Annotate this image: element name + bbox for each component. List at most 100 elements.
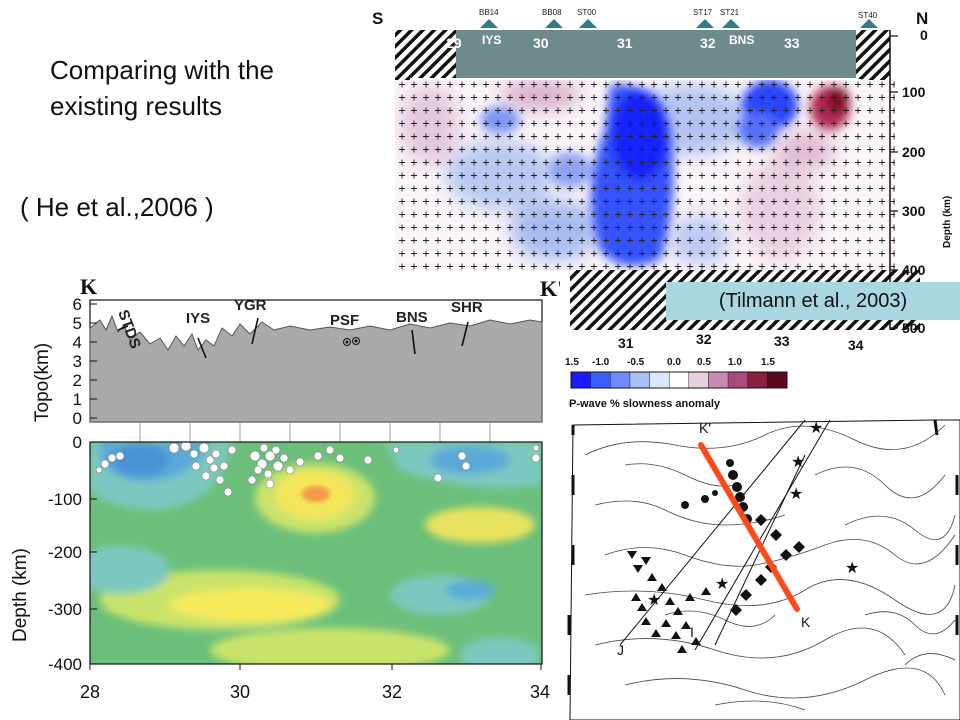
upper-layer-band [456, 30, 856, 78]
top-tick: 33 [784, 35, 800, 51]
feature-label: IYS [186, 310, 210, 327]
station-triangle [545, 19, 563, 28]
top-tick: 29 [446, 35, 462, 51]
depth-tick: -200 [48, 543, 82, 562]
colorbar-cell [747, 371, 768, 389]
station-triangle [696, 19, 714, 28]
topo-tick: 1 [73, 390, 82, 409]
topo-tick: 3 [73, 352, 82, 371]
station-triangle [722, 19, 740, 28]
station-label: BB08 [542, 8, 562, 17]
colorbar-label: P-wave % slowness anomaly [569, 398, 721, 410]
svg-text:★: ★ [809, 420, 823, 437]
station-triangle [579, 19, 597, 28]
top-tick: 30 [533, 35, 549, 51]
topography-profile [89, 314, 543, 423]
colorbar-cell [767, 371, 788, 389]
he-cross-section: K K' 6 5 4 3 2 1 0 Topo(km) STDS IYS YGR… [10, 274, 560, 702]
depth-tick: 400 [902, 262, 926, 278]
depth-tick: -300 [48, 600, 82, 619]
depth-tick: 300 [902, 203, 926, 219]
station-label: ST21 [720, 8, 740, 17]
depth-tick: 500 [902, 320, 926, 336]
top-tick: 31 [617, 35, 633, 51]
heading-line-2: existing results [50, 91, 222, 121]
station-triangle [860, 19, 878, 28]
bottom-tick: 31 [618, 335, 634, 351]
depth-tick: 0 [920, 27, 928, 43]
topo-tick: 2 [73, 371, 82, 390]
profile-k-k-prime [698, 442, 800, 612]
svg-text:★: ★ [791, 454, 805, 471]
topo-tick: 4 [73, 333, 82, 352]
depth-axis-label: Depth (km) [10, 548, 31, 642]
colorbar-cell [727, 371, 748, 389]
colorbar-cell [570, 371, 591, 389]
he-velocity-image [90, 442, 542, 664]
station-markers [480, 19, 878, 28]
he-citation: ( He et al.,2006 ) [20, 192, 214, 222]
k-prime-label: K' [540, 276, 560, 301]
colorbar-tick: 1.5 [565, 357, 579, 368]
svg-text:★: ★ [789, 486, 803, 503]
location-map: ★★★ ★★★ K' K I J [565, 415, 960, 720]
station-label: ST00 [577, 8, 597, 17]
colorbar-cell [668, 371, 690, 389]
feature-label: BNS [729, 33, 754, 47]
depth-tick: -100 [48, 490, 82, 509]
topo-tick: 6 [73, 295, 82, 314]
depth-tick: 0 [73, 433, 82, 452]
colorbar-tick: -0.5 [627, 357, 645, 368]
x-tick: 34 [530, 682, 550, 702]
star-markers: ★★★ ★★★ [647, 420, 859, 609]
slowness-colorbar: 1.5 -1.0 -0.5 0.0 0.5 1.0 1.5 P-wave % s… [565, 357, 788, 410]
depth-axis-label: Depth (km) [942, 196, 953, 248]
topo-tick: 5 [73, 314, 82, 333]
colorbar-cell [629, 371, 650, 389]
bottom-tick: 34 [848, 337, 864, 353]
svg-text:★: ★ [647, 592, 661, 609]
tilmann-citation: (Tilmann et al., 2003) [666, 282, 960, 320]
topo-axis-label: Topo(km) [32, 343, 53, 422]
bottom-tick: 32 [696, 331, 712, 347]
earthquake-dots [95, 442, 541, 497]
colorbar-tick: 0.5 [697, 357, 711, 368]
svg-text:★: ★ [715, 576, 729, 593]
colorbar-tick: 1.5 [761, 357, 775, 368]
map-j-label: J [617, 642, 624, 658]
svg-text:★: ★ [845, 560, 859, 577]
feature-label: SHR [451, 299, 483, 316]
colorbar-tick: -1.0 [592, 357, 610, 368]
colorbar-cell [688, 371, 709, 389]
colorbar-cells [570, 371, 788, 389]
colorbar-cell [610, 371, 631, 389]
map-k-prime-label: K' [699, 420, 711, 436]
map-k-label: K [801, 614, 811, 630]
colorbar-cell [708, 371, 729, 389]
bottom-tick: 33 [774, 333, 790, 349]
colorbar-cell [590, 371, 611, 389]
map-rivers [584, 424, 956, 711]
feature-label: YGR [234, 297, 267, 314]
station-triangle [480, 19, 498, 28]
velocity-anomaly-image [395, 80, 895, 270]
hatch-wedge-top-left [395, 30, 456, 78]
depth-tick: 100 [902, 84, 926, 100]
psf-symbol [343, 337, 360, 346]
feature-label: BNS [396, 309, 428, 326]
heading-line-1: Comparing with the [50, 55, 274, 85]
depth-tick: -400 [48, 655, 82, 674]
station-label: BB14 [479, 8, 499, 17]
colorbar-cell [649, 371, 670, 389]
feature-label: IYS [482, 33, 501, 47]
feature-label: PSF [330, 312, 359, 329]
north-label: N [916, 9, 928, 28]
station-symbols [627, 459, 805, 653]
slide-heading: Comparing with the existing results [50, 52, 274, 124]
top-tick: 32 [700, 35, 716, 51]
k-label: K [80, 274, 97, 299]
x-tick: 30 [230, 682, 250, 702]
x-tick: 32 [382, 682, 402, 702]
station-label: ST17 [693, 8, 713, 17]
colorbar-tick: 1.0 [728, 357, 742, 368]
